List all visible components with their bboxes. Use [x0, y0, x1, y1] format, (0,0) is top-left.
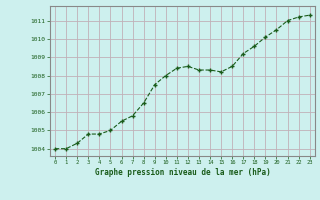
X-axis label: Graphe pression niveau de la mer (hPa): Graphe pression niveau de la mer (hPa)	[94, 168, 270, 177]
